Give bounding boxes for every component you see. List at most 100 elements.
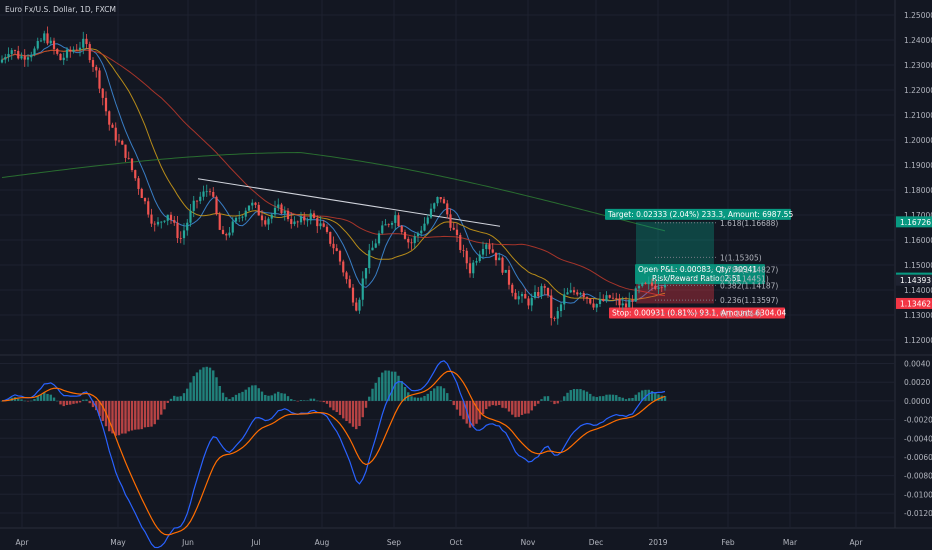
macd-tick-label: 0.0040 [904,360,930,369]
candle-body [91,60,95,67]
candle-body [332,243,335,249]
candle-body [134,170,137,179]
candle-body [280,204,283,214]
candle-body [88,44,91,61]
candle-body [205,191,208,193]
macd-histogram-bar [322,400,325,403]
candle-body [156,221,160,225]
macd-histogram-bar [43,392,46,401]
macd-histogram-bar [267,395,270,401]
macd-histogram-bar [286,396,290,401]
macd-histogram-bar [316,400,319,402]
candle-body [186,222,189,231]
candle-body [481,248,485,255]
macd-histogram-bar [260,391,264,401]
macd-histogram-bar [56,400,59,402]
macd-histogram-bar [582,390,585,401]
macd-histogram-bar [254,385,257,401]
price-tick-label: 1.18000 [904,186,932,195]
macd-histogram-bar [72,400,75,404]
candle-body [654,285,657,289]
macd-histogram-bar [17,398,20,401]
candle-body [299,216,303,223]
candle-body [634,288,637,302]
candle-body [147,201,150,215]
macd-histogram-bar [215,377,218,401]
price-tick-label: 1.12000 [904,336,932,345]
candle-body [267,218,270,225]
macd-histogram-bar [75,400,78,404]
macd-histogram-bar [566,392,569,401]
price-axis[interactable]: 1.25000 1.24000 1.23000 1.22000 1.21000 1.200… [904,11,932,518]
macd-histogram-bar [166,400,169,403]
candle-body [462,249,465,251]
macd-histogram-bar [277,391,280,401]
candle-body [413,236,416,244]
candle-body [221,229,225,235]
candle-body [0,59,4,63]
macd-histogram-bar [423,395,426,401]
macd-histogram-bar [618,396,621,401]
macd-histogram-bar [650,391,654,401]
macd-line [1,360,666,549]
price-tick-label: 1.19000 [904,161,932,170]
macd-histogram-bar [439,386,442,401]
fib-level-label: 0.236(1.13597) [720,296,778,305]
candle-body [121,140,124,145]
trendline[interactable] [197,178,501,227]
price-candles [0,26,667,326]
candle-body [566,292,569,295]
macd-histogram-bar [228,399,231,401]
macd-histogram-bar [244,389,247,401]
candle-body [520,294,524,297]
macd-histogram-bar [524,400,527,414]
candle-body [569,290,572,293]
macd-histogram-bar [413,397,416,401]
candle-body [111,124,114,128]
candle-body [426,217,429,224]
candle-body [306,220,309,222]
macd-histogram-bar [173,395,176,401]
candle-body [572,290,576,293]
ma-line [1,49,666,297]
candle-body [507,269,511,285]
macd-histogram-bar [124,400,127,434]
macd-tick-label: -0.0040 [904,434,932,443]
macd-histogram-bar [644,389,647,401]
ma-line [1,48,666,302]
candle-body [316,218,319,227]
macd-histogram-bar [371,388,374,401]
macd-histogram-bar [46,393,49,401]
time-axis[interactable]: Apr May Jun Jul Aug Sep Oct Nov Dec 2019 Feb Mar Apr [16,538,864,547]
candle-body [475,261,478,263]
macd-histogram-bar [530,400,533,411]
candle-body [553,318,556,319]
candle-body [241,216,244,218]
candle-body [621,303,624,306]
candle-body [537,291,540,297]
chart-title: Euro Fx/U.S. Dollar, 1D, FXCM [5,5,116,14]
candle-body [117,140,121,142]
macd-histogram-bar [69,400,72,405]
macd-histogram-bar [621,397,624,401]
candle-body [309,213,312,221]
macd-histogram-bar [49,394,52,401]
long-position-tool[interactable]: Target: 0.02333 (2.04%) 233.3, Amount: 6… [605,208,793,319]
candle-body [498,257,501,261]
macd-histogram-bar [189,382,192,401]
candle-body [563,294,566,305]
candle-body [465,250,468,264]
macd-tick-label: 0.0000 [904,397,930,406]
time-tick-label: Nov [521,538,536,547]
candle-body [598,299,602,305]
macd-histogram-bar [488,400,491,407]
macd-histogram-bar [501,400,504,408]
candle-body [342,261,345,273]
macd-histogram-bar [507,400,511,412]
macd-histogram-bar [332,400,335,411]
candle-body [179,238,182,239]
candle-body [449,214,452,228]
macd-histogram-bar [579,389,582,401]
macd-histogram-bar [199,369,202,401]
